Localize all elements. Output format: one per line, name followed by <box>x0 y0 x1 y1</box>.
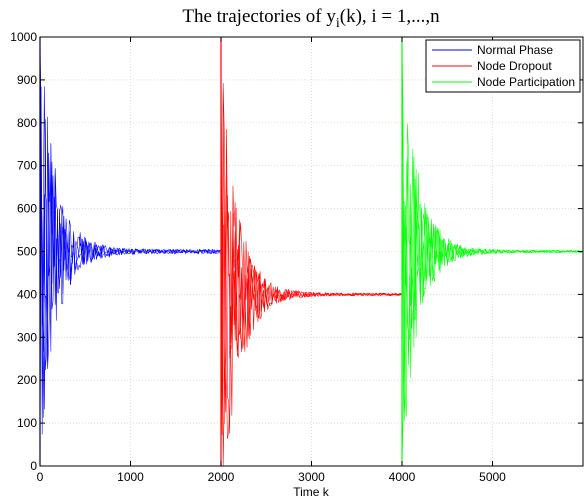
x-tick-label: 5000 <box>479 470 506 484</box>
y-tick-labels: 0 100 200 300 400 500 600 700 800 900 1000 <box>10 30 37 473</box>
y-tick-label: 100 <box>17 416 37 430</box>
y-tick-label: 700 <box>17 159 37 173</box>
legend: Normal Phase Node Dropout Node Participa… <box>425 39 581 93</box>
x-axis-label: Time k <box>293 485 330 499</box>
series-trajectory <box>401 36 583 422</box>
y-tick-label: 300 <box>17 330 37 344</box>
y-tick-label: 400 <box>17 287 37 301</box>
series-trajectory <box>220 128 402 467</box>
series-node-dropout <box>220 36 402 467</box>
series-trajectory <box>39 36 221 435</box>
y-tick-label: 500 <box>17 245 37 259</box>
series-layer <box>39 36 583 467</box>
x-tick-label: 2000 <box>208 470 235 484</box>
y-tick-label: 900 <box>17 73 37 87</box>
legend-label-node-participation: Node Participation <box>477 75 575 89</box>
y-tick-label: 800 <box>17 116 37 130</box>
y-tick-label: 0 <box>30 459 37 473</box>
x-tick-label: 3000 <box>298 470 325 484</box>
y-tick-label: 200 <box>17 373 37 387</box>
axes <box>39 36 584 467</box>
y-tick-label: 1000 <box>10 30 37 44</box>
series-node-participation <box>401 36 583 467</box>
legend-label-node-dropout: Node Dropout <box>477 59 552 73</box>
x-tick-label: 1000 <box>117 470 144 484</box>
chart-title: The trajectories of yi(k), i = 1,...,n <box>182 6 440 31</box>
series-trajectory <box>401 123 583 467</box>
chart-title-suffix: (k), i = 1,...,n <box>340 6 440 27</box>
legend-label-normal-phase: Normal Phase <box>477 43 553 57</box>
chart-title-subscript: i <box>336 16 340 31</box>
y-tick-label: 600 <box>17 202 37 216</box>
chart-title-prefix: The trajectories of y <box>182 6 336 27</box>
x-tick-label: 4000 <box>389 470 416 484</box>
x-tick-label: 0 <box>37 470 44 484</box>
x-tick-labels: 0 1000 2000 3000 4000 5000 <box>37 470 507 484</box>
